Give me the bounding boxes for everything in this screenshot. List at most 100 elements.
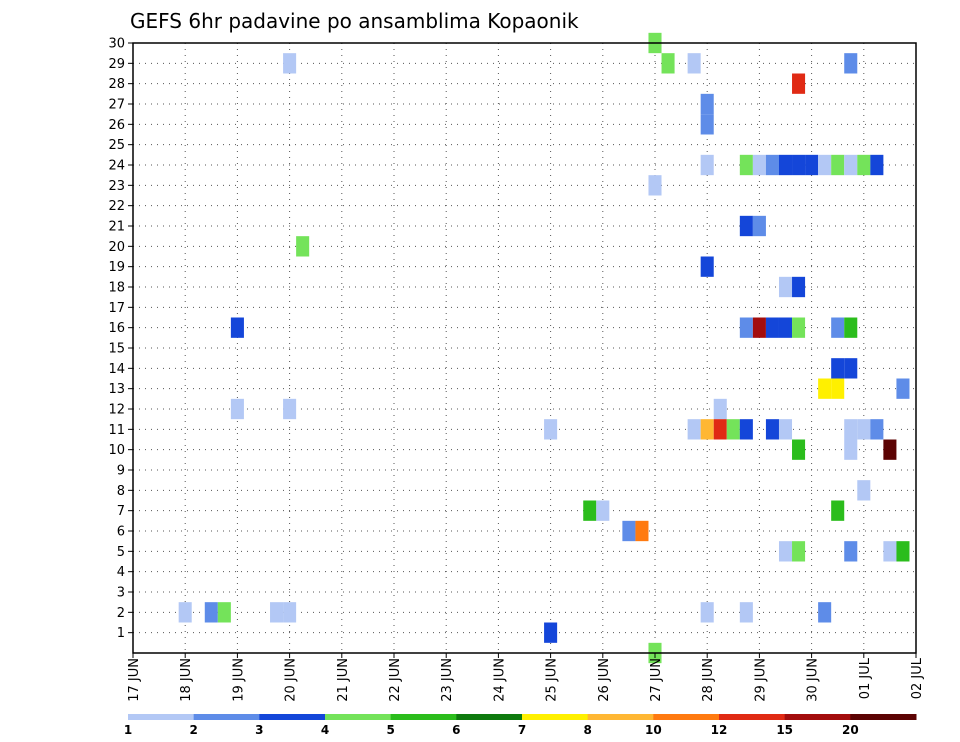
y-tick-label: 5 — [117, 545, 125, 560]
x-tick-label: 27 JUN — [649, 658, 664, 702]
data-cell — [870, 419, 884, 440]
data-cell — [230, 317, 244, 338]
x-tick-label: 29 JUN — [753, 658, 768, 702]
data-cell — [778, 154, 793, 176]
data-cell — [844, 358, 858, 379]
data-cell — [700, 114, 714, 135]
legend-level-label: 4 — [321, 723, 329, 737]
legend-level-label: 12 — [711, 723, 728, 737]
data-cell — [844, 53, 858, 74]
data-cell — [752, 317, 766, 338]
y-tick-label: 9 — [117, 464, 125, 479]
y-tick-label: 10 — [108, 443, 125, 458]
y-tick-label: 1 — [117, 626, 125, 641]
legend-level-label: 7 — [518, 723, 526, 737]
data-cell — [765, 419, 779, 440]
x-tick-label: 21 JUN — [336, 658, 351, 702]
data-cell — [583, 500, 597, 521]
data-cell — [870, 154, 884, 176]
data-cell — [178, 602, 192, 623]
x-tick-label: 02 JUL — [910, 657, 925, 699]
data-cell — [896, 541, 910, 562]
data-cell — [844, 317, 858, 338]
data-cell — [844, 541, 858, 562]
legend-swatch — [193, 714, 260, 720]
data-cell — [778, 317, 793, 338]
data-cell — [687, 53, 701, 74]
data-cell — [739, 215, 753, 237]
legend-level-label: 10 — [645, 723, 662, 737]
y-tick-label: 14 — [108, 362, 125, 377]
data-cell — [700, 602, 714, 623]
y-tick-label: 7 — [117, 504, 125, 519]
data-cell — [818, 602, 832, 623]
y-tick-label: 11 — [108, 423, 125, 438]
data-cell — [739, 419, 753, 440]
y-tick-label: 18 — [108, 281, 125, 296]
legend-swatch — [784, 714, 851, 720]
data-cell — [283, 398, 297, 420]
x-tick-label: 17 JUN — [127, 658, 142, 702]
y-tick-label: 13 — [108, 382, 125, 397]
legend-level-label: 2 — [189, 723, 197, 737]
data-cell — [792, 276, 806, 298]
legend-swatch — [522, 714, 589, 720]
data-cell — [883, 439, 897, 460]
data-cell — [831, 358, 845, 379]
y-tick-label: 25 — [108, 138, 125, 153]
data-cell — [700, 256, 714, 277]
y-tick-label: 12 — [108, 403, 125, 418]
data-cell — [283, 53, 297, 74]
data-cell — [778, 541, 793, 562]
data-cell — [857, 154, 871, 176]
data-cell — [844, 419, 858, 440]
data-cell — [752, 154, 766, 176]
data-cell — [765, 154, 779, 176]
legend-level-label: 20 — [842, 723, 859, 737]
data-cell — [739, 317, 753, 338]
color-legend: 1 2 3 4 5 6 7 8 10 12 15 20 — [124, 714, 917, 737]
data-cell — [792, 154, 806, 176]
data-cell — [700, 93, 714, 115]
data-cell — [700, 154, 714, 176]
legend-swatch — [719, 714, 786, 720]
y-tick-label: 3 — [117, 586, 125, 601]
data-cell — [544, 622, 558, 643]
y-tick-label: 8 — [117, 484, 125, 499]
data-cell — [831, 500, 845, 521]
y-tick-label: 6 — [117, 525, 125, 540]
x-tick-label: 18 JUN — [179, 658, 194, 702]
legend-level-label: 8 — [583, 723, 591, 737]
legend-level-label: 6 — [452, 723, 460, 737]
data-cell — [792, 73, 806, 94]
y-tick-label: 29 — [108, 57, 125, 72]
x-tick-label: 20 JUN — [284, 658, 299, 702]
data-cell — [270, 602, 284, 623]
y-tick-label: 20 — [108, 240, 125, 255]
legend-level-label: 5 — [386, 723, 394, 737]
data-cell — [818, 378, 832, 399]
data-cell — [635, 520, 649, 542]
data-cell — [792, 439, 806, 460]
data-cell — [648, 175, 662, 196]
data-cells — [178, 32, 910, 664]
y-tick-label: 15 — [108, 342, 125, 357]
x-tick-label: 23 JUN — [440, 658, 455, 702]
legend-level-label: 1 — [124, 723, 132, 737]
y-tick-label: 27 — [108, 98, 125, 113]
data-cell — [831, 154, 845, 176]
y-tick-label: 30 — [108, 37, 125, 52]
y-tick-label: 4 — [117, 565, 125, 580]
data-cell — [792, 541, 806, 562]
data-cell — [739, 602, 753, 623]
y-tick-label: 28 — [108, 77, 125, 92]
data-cell — [857, 419, 871, 440]
data-cell — [713, 419, 727, 440]
data-cell — [883, 541, 897, 562]
data-cell — [896, 378, 910, 399]
data-cell — [230, 398, 244, 420]
data-cell — [700, 419, 714, 440]
data-cell — [661, 53, 675, 74]
x-axis-ticks: 17 JUN 18 JUN 19 JUN 20 JUN 21 JUN 22 JUN 23 J… — [127, 653, 925, 702]
